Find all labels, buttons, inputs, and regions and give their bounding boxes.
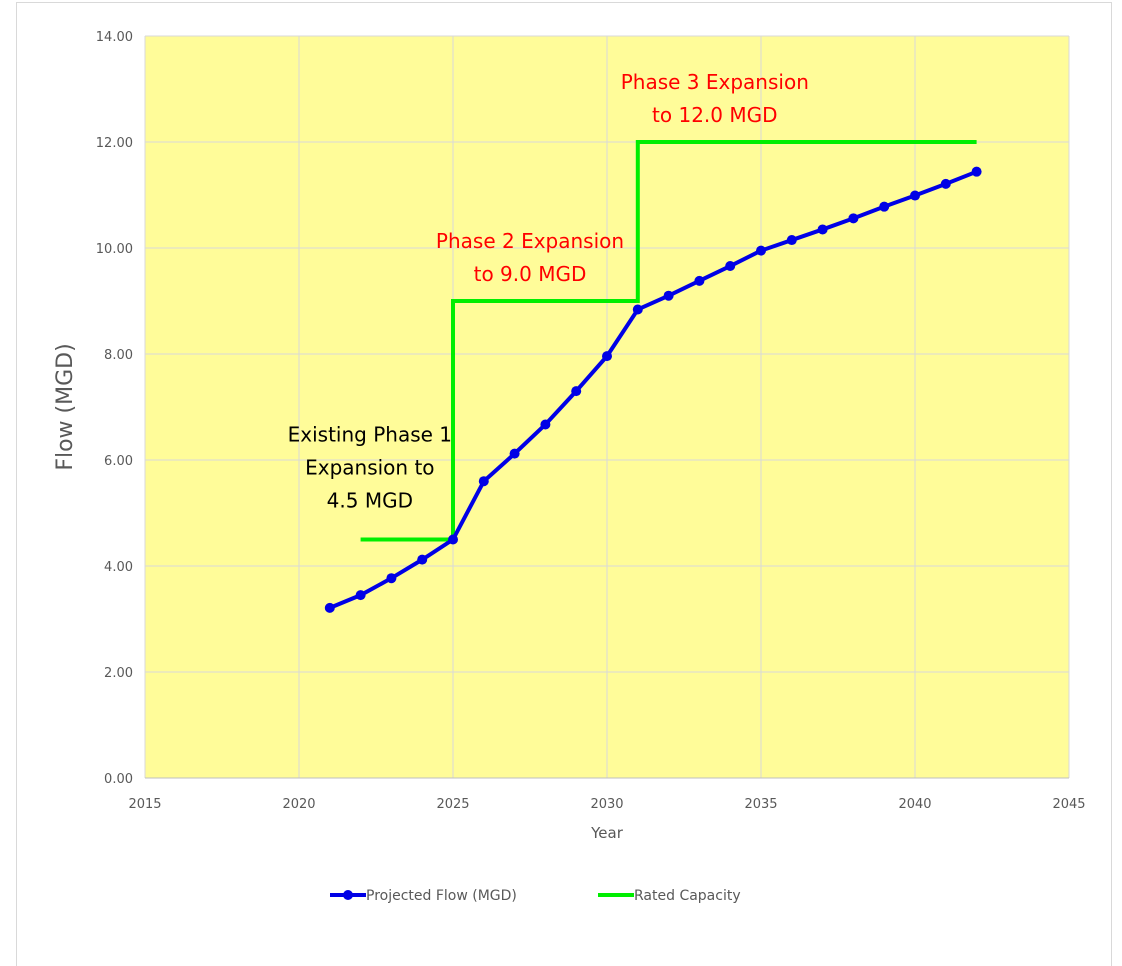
projected-flow-point xyxy=(324,602,335,613)
projected-flow-point xyxy=(386,573,397,584)
y-axis-title: Flow (MGD) xyxy=(53,343,78,470)
projected-flow-point xyxy=(756,245,766,256)
projected-flow-point xyxy=(632,304,643,315)
x-tick-label: 2030 xyxy=(590,797,623,812)
projected-flow-point xyxy=(910,190,920,201)
projected-flow-point xyxy=(694,275,705,286)
projected-flow-point xyxy=(478,476,489,487)
x-tick-label: 2015 xyxy=(128,797,161,812)
annotation-line: Expansion to xyxy=(305,455,434,479)
x-tick-label: 2040 xyxy=(898,797,931,812)
projected-flow-point xyxy=(448,534,458,545)
projected-flow-point xyxy=(663,290,674,301)
axes: 0.00 2.00 4.00 6.00 8.00 10.00 12.00 14.00 2015 2… xyxy=(96,30,1086,812)
projected-flow-point xyxy=(786,235,797,246)
y-tick-label: 2.00 xyxy=(104,666,133,681)
projected-flow-point xyxy=(540,419,551,430)
legend-marker xyxy=(343,890,353,900)
x-tick-label: 2020 xyxy=(282,797,315,812)
projected-flow-point xyxy=(602,351,612,362)
projected-flow-point xyxy=(417,554,428,565)
legend-label: Projected Flow (MGD) xyxy=(366,888,517,904)
projected-flow-point xyxy=(940,178,951,189)
y-tick-label: 6.00 xyxy=(104,454,133,469)
y-tick-label: 0.00 xyxy=(104,772,133,787)
annotations: Existing Phase 1 Expansion to 4.5 MGD Phase… xyxy=(288,70,809,512)
x-tick-label: 2045 xyxy=(1052,797,1085,812)
annotation-line: Phase 2 Expansion xyxy=(436,229,624,253)
y-tick-label: 4.00 xyxy=(104,560,133,575)
y-tick-label: 12.00 xyxy=(96,136,133,151)
annotation-line: to 12.0 MGD xyxy=(652,103,777,127)
projected-flow-line xyxy=(329,169,978,610)
rated-capacity-line xyxy=(360,140,977,542)
y-tick-label: 14.00 xyxy=(96,30,133,45)
projected-flow-point xyxy=(725,261,736,272)
series xyxy=(324,140,982,613)
x-tick-label: 2025 xyxy=(436,797,469,812)
projected-flow-point xyxy=(817,224,828,235)
projected-flow-point xyxy=(509,448,520,459)
projected-flow-point xyxy=(879,201,890,212)
x-tick-label: 2035 xyxy=(744,797,777,812)
annotation-line: 4.5 MGD xyxy=(327,488,413,512)
projected-flow-point xyxy=(848,213,859,224)
annotation-line: to 9.0 MGD xyxy=(474,262,587,286)
projected-flow-point xyxy=(571,386,582,397)
legend: Projected Flow (MGD) Rated Capacity xyxy=(330,888,741,904)
legend-label: Rated Capacity xyxy=(634,888,741,904)
projected-flow-point xyxy=(971,166,982,177)
y-tick-label: 8.00 xyxy=(104,348,133,363)
projected-flow-point xyxy=(355,590,366,601)
annotation-line: Existing Phase 1 xyxy=(288,422,452,446)
annotation-line: Phase 3 Expansion xyxy=(621,70,809,94)
y-tick-label: 10.00 xyxy=(96,242,133,257)
x-axis-title: Year xyxy=(590,824,624,842)
